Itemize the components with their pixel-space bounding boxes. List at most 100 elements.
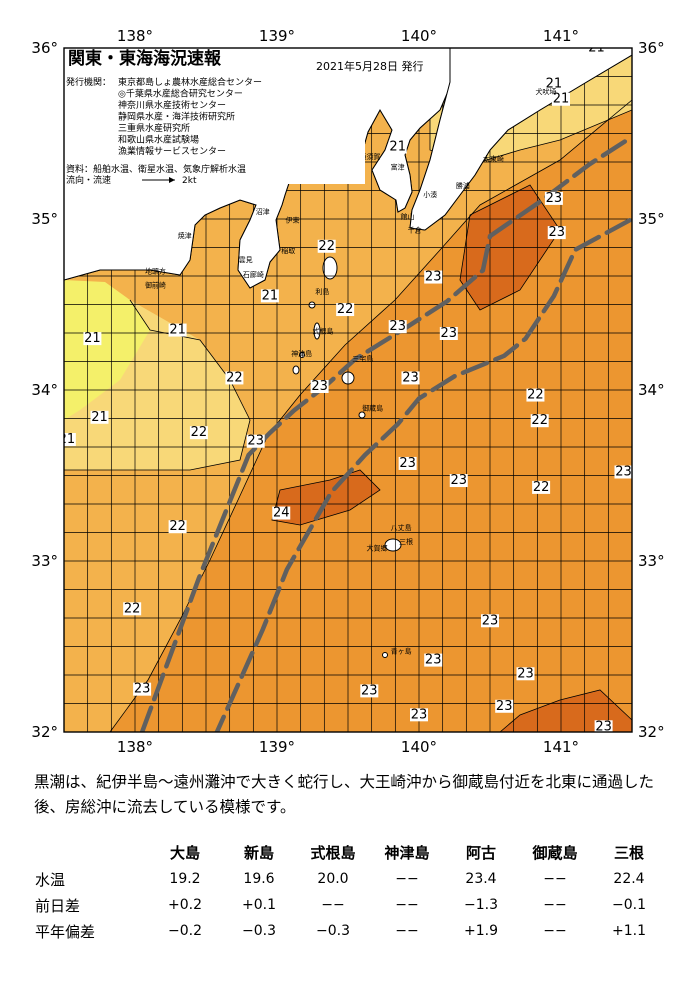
- longitude-label: 138°: [117, 27, 153, 45]
- isotherm-24: [499, 689, 632, 732]
- place-label: 三根: [399, 537, 413, 546]
- place-label: 勝浦: [456, 181, 470, 190]
- isotherm-21: [429, 48, 632, 166]
- isotherm-label: 23: [482, 613, 499, 628]
- column-header: 大島: [169, 843, 200, 862]
- isotherm-label-background: [552, 92, 570, 106]
- place-label: 伊東: [286, 215, 300, 224]
- isotherm-label-background: [388, 140, 407, 154]
- isotherm-24: [271, 469, 381, 526]
- isotherm-label-background: [133, 682, 152, 696]
- table-cell: 20.0: [317, 871, 349, 887]
- isotherm-label: 22: [337, 302, 354, 317]
- isotherm-label: 23: [425, 270, 442, 285]
- issuer-name: 漁業情報サービスセンター: [118, 145, 226, 157]
- isotherm-label: 22: [226, 370, 243, 385]
- isotherm-label-background: [360, 684, 379, 698]
- isotherm-label: 21: [389, 140, 406, 155]
- hachijojima-island: [384, 538, 402, 552]
- latitude-label: 35°: [638, 210, 665, 228]
- table-cell: +0.1: [242, 897, 276, 913]
- table-cell: −−: [543, 897, 567, 913]
- isotherm-21: [64, 299, 251, 471]
- observation-table: 大島 新島 式根島 神津島 阿古 御蔵島 三根 水温 19.2 19.6 20.…: [34, 838, 666, 944]
- isotherm-label-background: [587, 48, 606, 55]
- map-canvas: 2121212122232322232122212323212223232221…: [31, 27, 665, 756]
- isotherm-labels: 2121212122232322232122212323212223232221…: [59, 48, 632, 734]
- isotherm-label: 22: [318, 239, 335, 254]
- isotherm-label-background: [83, 332, 102, 346]
- table-cell: −−: [321, 897, 345, 913]
- isotherm-label-background: [388, 320, 407, 334]
- place-label: 御蔵島: [362, 404, 383, 413]
- row-label: 水温: [35, 870, 66, 889]
- isotherm-label-background: [260, 289, 279, 303]
- longitude-labels-bottom: 138° 139° 140° 141°: [117, 738, 579, 756]
- isotherm-label-background: [225, 371, 244, 385]
- isotherm-label: 22: [191, 425, 208, 440]
- isotherm-label-background: [189, 426, 208, 440]
- isotherm-label-background: [246, 434, 265, 448]
- table-cell: +1.1: [612, 923, 646, 939]
- isotherm-label-background: [410, 708, 428, 722]
- place-label: 横須賀: [359, 152, 380, 161]
- isotherm-label-background: [439, 326, 458, 340]
- table-cell: −0.3: [242, 923, 276, 939]
- isotherm-label-background: [317, 239, 336, 253]
- toshima-island: [308, 301, 316, 309]
- column-header: 阿古: [465, 843, 496, 862]
- isotherm-label: 23: [311, 379, 328, 394]
- isotherm-23: [109, 99, 632, 732]
- issuer-name: 東京都島しょ農林水産総合センター: [118, 76, 262, 88]
- issuer-name: ◎千葉県水産総合研究センター: [118, 88, 243, 100]
- place-label: 焼津: [178, 231, 192, 240]
- isotherm-label: 21: [262, 288, 279, 303]
- place-label: 地頭方: [145, 267, 166, 276]
- isotherm-label: 21: [59, 432, 76, 447]
- column-header: 三根: [613, 843, 644, 862]
- isotherm-label-background: [594, 720, 613, 732]
- map-frame: [63, 47, 633, 733]
- isotherm-label-background: [495, 699, 514, 713]
- isotherm-label-background: [123, 602, 142, 616]
- kuroshio-axes: [139, 134, 632, 732]
- isotherm-label-background: [272, 506, 291, 520]
- table-cell: −−: [543, 871, 567, 887]
- niijima-island: [313, 322, 321, 340]
- latitude-labels-left: 36° 35° 34° 33° 32°: [31, 39, 58, 741]
- isotherm-label: 23: [517, 666, 534, 681]
- isotherm-label: 21: [553, 92, 570, 107]
- isotherm-label: 23: [615, 465, 632, 480]
- kozushima-island: [292, 365, 300, 375]
- mikurajima-island: [358, 411, 366, 419]
- isotherm-24: [459, 184, 561, 311]
- kuroshio-axis-line: [139, 134, 632, 732]
- isotherm-label: 22: [533, 480, 550, 495]
- isotherm-label: 21: [84, 331, 101, 346]
- isotherm-label-background: [90, 410, 109, 424]
- row-label: 平年偏差: [35, 922, 96, 941]
- table-cell: −0.1: [612, 897, 646, 913]
- isotherm-label: 23: [399, 456, 416, 471]
- current-legend-label: 流向・流速: [66, 174, 111, 186]
- isotherm-label: 23: [450, 473, 467, 488]
- isotherm-label-background: [614, 465, 632, 479]
- isotherm-label: 23: [548, 225, 565, 240]
- isotherm-label: 23: [425, 653, 442, 668]
- isotherm-label: 23: [411, 707, 428, 722]
- map-title: 関東・東海海況速報: [68, 48, 222, 69]
- oshima-island: [322, 256, 338, 280]
- isotherm-label-background: [516, 667, 535, 681]
- table-row: 前日差 +0.2 +0.1 −− −− −1.3 −− −0.1: [34, 892, 666, 918]
- place-label: 石廊崎: [243, 270, 264, 279]
- table-header-row: 大島 新島 式根島 神津島 阿古 御蔵島 三根: [34, 838, 666, 866]
- isotherm-label: 22: [124, 601, 141, 616]
- column-header: 式根島: [310, 843, 356, 862]
- table-cell: +1.9: [464, 923, 498, 939]
- latitude-label: 33°: [638, 552, 665, 570]
- isotherm-label: 23: [546, 191, 563, 206]
- place-label: 大賀郷: [366, 544, 387, 553]
- isotherm-label: 23: [595, 719, 612, 734]
- longitude-label: 139°: [259, 27, 295, 45]
- isotherm-label-background: [401, 371, 420, 385]
